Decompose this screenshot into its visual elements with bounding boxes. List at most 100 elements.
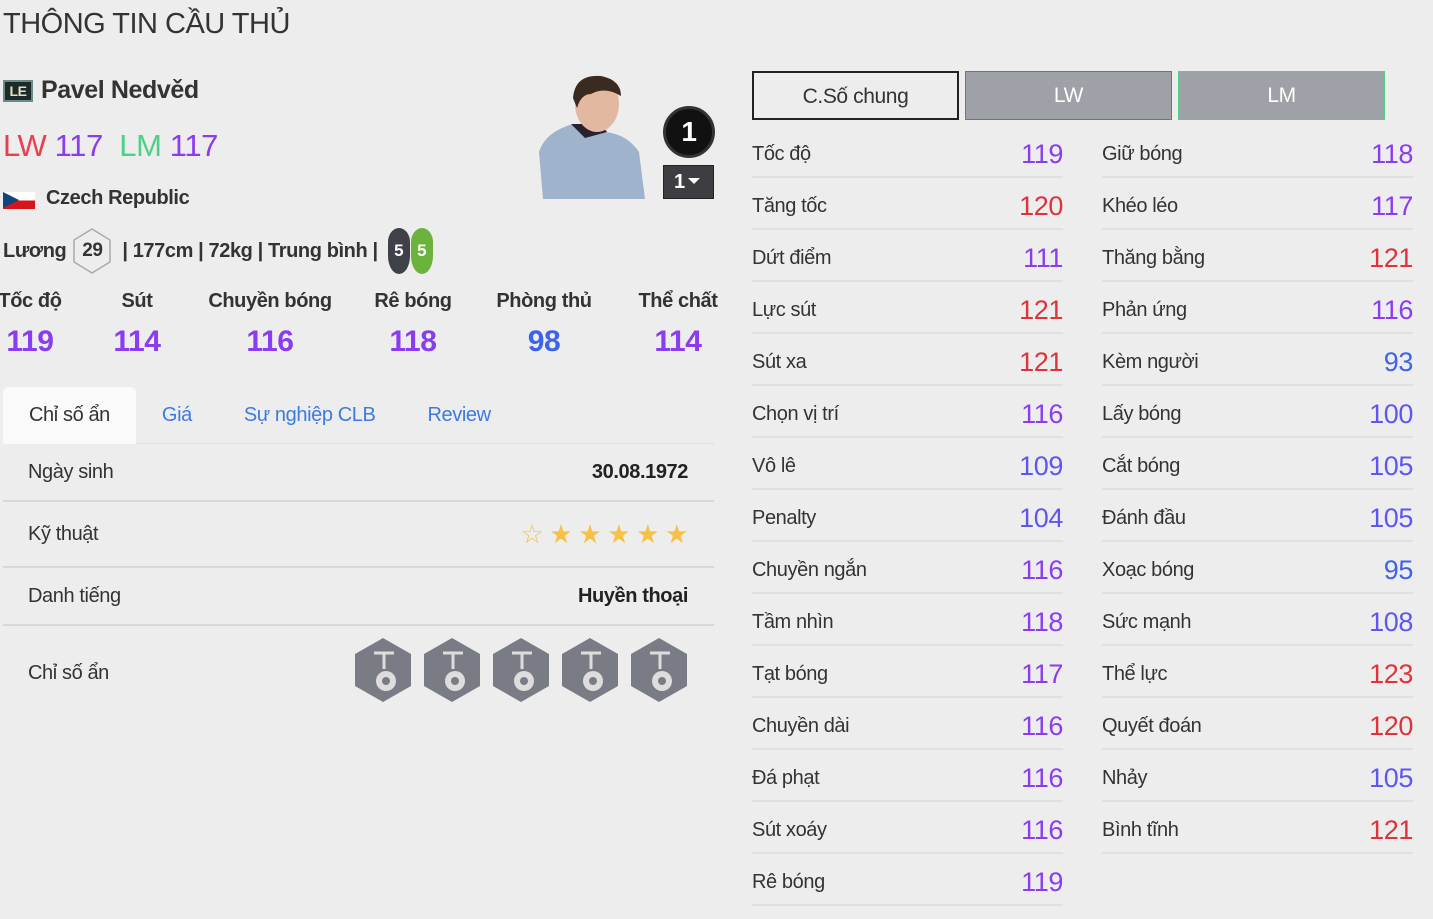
stat-value: 117 xyxy=(1021,658,1063,689)
summary-label: Rê bóng xyxy=(374,290,452,312)
summary-stat: Rê bóng 118 xyxy=(343,290,483,359)
stat-label: Kèm người xyxy=(1102,350,1199,373)
page-title: THÔNG TIN CẦU THỦ xyxy=(3,8,290,40)
stat-value: 104 xyxy=(1019,502,1063,533)
stat-value: 121 xyxy=(1019,346,1063,377)
stat-row: Xoạc bóng 95 xyxy=(1102,542,1413,594)
summary-label: Sút xyxy=(121,290,153,312)
stat-label: Chọn vị trí xyxy=(752,402,839,425)
stat-label: Khéo léo xyxy=(1102,194,1178,217)
stat-value: 118 xyxy=(1021,606,1063,637)
stat-label: Tăng tốc xyxy=(752,194,827,217)
stat-row: Cắt bóng 105 xyxy=(1102,438,1413,490)
summary-stat: Tốc độ 119 xyxy=(0,290,100,359)
summary-value: 119 xyxy=(6,325,54,358)
star-filled-icon: ★ xyxy=(607,518,631,549)
player-name: Pavel Nedvěd xyxy=(41,76,199,104)
pos-ovr: 117 xyxy=(169,128,219,163)
player-meta: Lương 29 | 177cm | 72kg | Trung bình | 5… xyxy=(3,228,433,274)
stat-value: 116 xyxy=(1021,398,1063,429)
position-tab-2[interactable]: LM xyxy=(1178,71,1385,120)
stat-row: Lực sút 121 xyxy=(752,282,1063,334)
star-filled-icon: ★ xyxy=(636,518,660,549)
stat-value: 118 xyxy=(1371,138,1413,169)
tab-price[interactable]: Giá xyxy=(161,404,192,426)
stat-value: 116 xyxy=(1371,294,1413,325)
summary-value: 114 xyxy=(113,325,161,358)
summary-value: 114 xyxy=(654,325,702,358)
stat-value: 105 xyxy=(1369,762,1413,793)
speed-dribbler-icon[interactable] xyxy=(492,637,550,709)
stat-label: Lấy bóng xyxy=(1102,402,1182,425)
stat-row: Vô lê 109 xyxy=(752,438,1063,490)
stat-value: 117 xyxy=(1371,190,1413,221)
birth-value: 30.08.1972 xyxy=(591,460,689,483)
stat-row: Thể lực 123 xyxy=(1102,646,1413,698)
level-dropdown[interactable]: 1 xyxy=(663,165,714,199)
stat-label: Sút xa xyxy=(752,350,807,373)
stat-row: Quyết đoán 120 xyxy=(1102,698,1413,750)
summary-value: 98 xyxy=(527,325,561,358)
stat-value: 120 xyxy=(1369,710,1413,741)
chip-shot-icon[interactable] xyxy=(561,637,619,709)
stat-value: 121 xyxy=(1019,294,1063,325)
stat-label: Cắt bóng xyxy=(1102,454,1180,477)
birth-label: Ngày sinh xyxy=(28,460,114,483)
pos-ovr: 117 xyxy=(54,128,104,163)
stat-row: Lấy bóng 100 xyxy=(1102,386,1413,438)
stat-row: Đá phạt 116 xyxy=(752,750,1063,802)
stat-value: 116 xyxy=(1021,762,1063,793)
info-tabs: Chỉ số ẩn Giá Sự nghiệp CLB Review xyxy=(3,387,714,444)
reputation-value: Huyền thoại xyxy=(577,584,688,607)
season-badge: LE xyxy=(3,80,33,102)
stat-value: 121 xyxy=(1369,814,1413,845)
birth-row: Ngày sinh 30.08.1972 xyxy=(3,444,714,502)
stat-row: Tầm nhìn 118 xyxy=(752,594,1063,646)
position-ratings: LW 117 LM 117 xyxy=(3,128,218,164)
tab-club-career[interactable]: Sự nghiệp CLB xyxy=(243,404,376,426)
czech-flag-icon xyxy=(3,192,35,209)
stat-row: Đánh đầu 105 xyxy=(1102,490,1413,542)
position-tab-1[interactable]: LW xyxy=(965,71,1172,120)
stat-label: Rê bóng xyxy=(752,870,825,893)
tab-review[interactable]: Review xyxy=(427,404,491,426)
summary-label: Thể chất xyxy=(638,290,718,312)
stat-value: 121 xyxy=(1369,242,1413,273)
stat-row: Nhảy 105 xyxy=(1102,750,1413,802)
stat-row: Sút xa 121 xyxy=(752,334,1063,386)
stat-value: 116 xyxy=(1021,814,1063,845)
tab-hidden-stats[interactable]: Chỉ số ẩn xyxy=(3,387,136,444)
stat-label: Phản ứng xyxy=(1102,298,1187,321)
stat-label: Nhảy xyxy=(1102,766,1148,789)
star-filled-icon: ★ xyxy=(549,518,573,549)
position-tab-0[interactable]: C.Số chung xyxy=(752,71,959,120)
position-tabs: C.Số chung LW LM xyxy=(752,71,1385,120)
stat-label: Lực sút xyxy=(752,298,816,321)
salary-label: Lương xyxy=(3,239,67,262)
stat-label: Tầm nhìn xyxy=(752,610,834,633)
stamina-lungs-icon[interactable] xyxy=(630,637,688,709)
summary-stat: Sút 114 xyxy=(67,290,207,359)
skill-stars: ☆ ★ ★ ★ ★ ★ xyxy=(514,519,688,550)
stat-label: Tạt bóng xyxy=(752,662,828,685)
long-shot-icon[interactable] xyxy=(354,637,412,709)
player-info: | 177cm | 72kg | Trung bình | xyxy=(122,239,378,262)
stat-row: Thăng bằng 121 xyxy=(1102,230,1413,282)
pos-label: LW xyxy=(3,128,47,163)
stat-label: Bình tĩnh xyxy=(1102,818,1179,841)
stat-value: 119 xyxy=(1021,866,1063,897)
summary-value: 118 xyxy=(389,325,437,358)
stat-row: Penalty 104 xyxy=(752,490,1063,542)
stat-row: Tăng tốc 120 xyxy=(752,178,1063,230)
reputation-row: Danh tiếng Huyền thoại xyxy=(3,568,714,626)
stat-value: 120 xyxy=(1019,190,1063,221)
stat-value: 116 xyxy=(1021,710,1063,741)
stat-label: Quyết đoán xyxy=(1102,714,1202,737)
power-header-icon[interactable] xyxy=(423,637,481,709)
stat-row: Dứt điểm 111 xyxy=(752,230,1063,282)
stat-row: Phản ứng 116 xyxy=(1102,282,1413,334)
summary-label: Phòng thủ xyxy=(496,290,592,312)
stat-row: Sút xoáy 116 xyxy=(752,802,1063,854)
reputation-label: Danh tiếng xyxy=(28,584,121,607)
stat-row: Giữ bóng 118 xyxy=(1102,126,1413,178)
